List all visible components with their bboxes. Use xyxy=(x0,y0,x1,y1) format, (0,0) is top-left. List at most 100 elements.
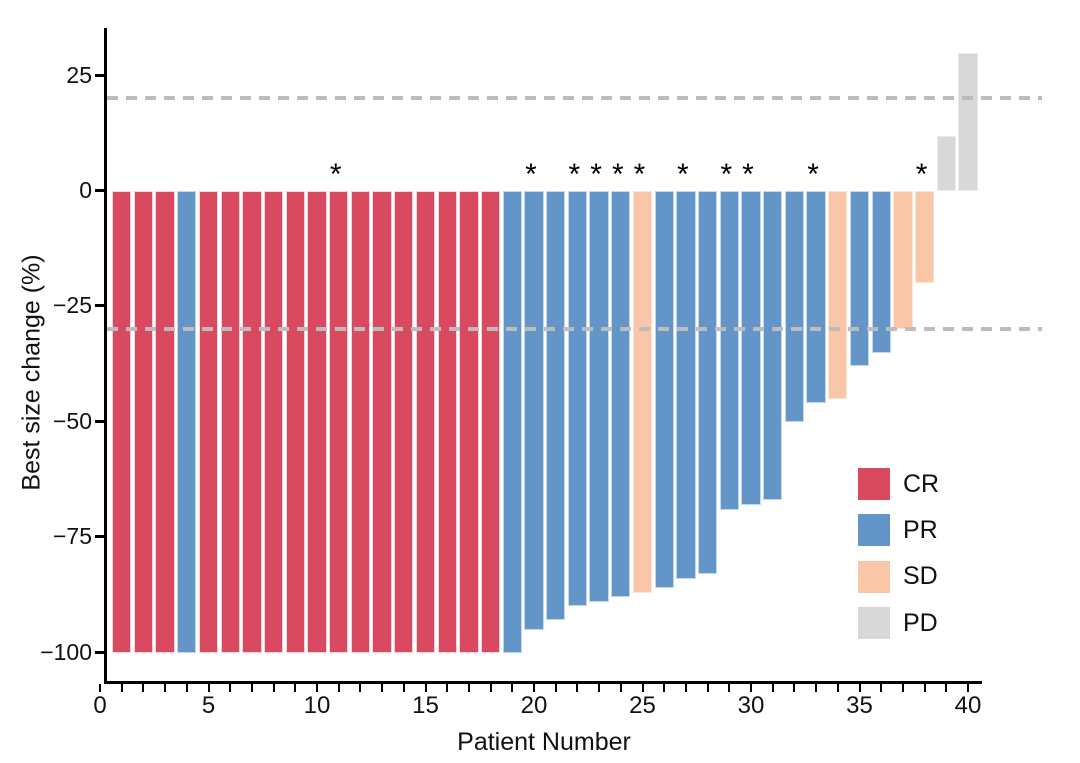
x-tick-15 xyxy=(424,684,427,692)
x-tick-39 xyxy=(945,684,948,692)
bar-patient-4 xyxy=(177,191,197,653)
legend-item-sd: SD xyxy=(858,560,938,593)
bar-patient-40 xyxy=(958,52,978,191)
bar-patient-24 xyxy=(611,191,631,598)
x-tick-0 xyxy=(99,684,101,692)
y-tick-label--25: −25 xyxy=(52,292,92,319)
x-tick-13 xyxy=(381,684,384,692)
y-tick-label-0: 0 xyxy=(79,177,92,203)
bar-patient-16 xyxy=(437,191,457,653)
legend-item-cr: CR xyxy=(858,468,939,500)
y-tick--100 xyxy=(95,650,104,654)
y-tick-label--50: −50 xyxy=(52,407,92,434)
x-tick-40 xyxy=(967,684,969,692)
legend-label-cr: CR xyxy=(903,469,940,498)
asterisk-marker-patient-38: * xyxy=(915,158,928,191)
bar-patient-1 xyxy=(112,191,132,653)
reference-line-plus20 xyxy=(107,96,1042,101)
x-tick-32 xyxy=(793,684,796,692)
bar-patient-27 xyxy=(676,191,696,579)
x-axis-title: Patient Number xyxy=(457,728,631,756)
bar-patient-32 xyxy=(784,191,805,422)
bar-patient-26 xyxy=(654,191,674,588)
legend-item-pr: PR xyxy=(858,514,938,547)
bar-patient-14 xyxy=(394,191,414,653)
y-tick--25 xyxy=(95,304,104,308)
legend-swatch-pr xyxy=(858,514,890,547)
asterisk-marker-patient-20: * xyxy=(525,158,537,191)
y-axis-line xyxy=(104,28,107,684)
bar-patient-39 xyxy=(936,135,956,191)
x-tick-14 xyxy=(402,684,405,692)
x-tick-35 xyxy=(858,684,861,692)
x-tick-16 xyxy=(446,684,449,692)
x-tick-30 xyxy=(750,684,752,692)
bar-patient-34 xyxy=(828,191,848,399)
y-tick-25 xyxy=(95,73,104,77)
asterisk-marker-patient-23: * xyxy=(590,158,602,191)
x-tick-8 xyxy=(272,684,275,692)
bar-patient-9 xyxy=(285,191,305,653)
bar-patient-13 xyxy=(372,191,392,653)
y-tick-label--100: −100 xyxy=(40,638,92,665)
x-tick-6 xyxy=(229,684,232,692)
x-tick-38 xyxy=(923,684,926,692)
x-tick-24 xyxy=(619,684,622,692)
x-tick-26 xyxy=(663,684,666,692)
x-tick-36 xyxy=(880,684,883,692)
bar-patient-11 xyxy=(329,191,349,653)
x-tick-10 xyxy=(316,684,318,692)
x-tick-label-10: 10 xyxy=(303,692,331,719)
x-tick-20 xyxy=(533,684,535,692)
x-tick-label-5: 5 xyxy=(201,692,216,719)
legend-label-sd: SD xyxy=(903,562,938,591)
bar-patient-8 xyxy=(263,191,284,653)
x-tick-27 xyxy=(684,684,687,692)
x-tick-23 xyxy=(598,684,601,692)
x-tick-1 xyxy=(120,684,123,692)
x-tick-11 xyxy=(337,684,340,692)
bar-patient-25 xyxy=(632,191,653,593)
x-tick-21 xyxy=(554,684,557,692)
legend-label-pd: PD xyxy=(903,608,938,637)
x-tick-22 xyxy=(576,684,579,692)
asterisk-marker-patient-11: * xyxy=(329,158,342,191)
x-tick-label-0: 0 xyxy=(93,692,107,719)
x-tick-31 xyxy=(771,684,774,692)
asterisk-marker-patient-24: * xyxy=(611,158,624,191)
x-tick-37 xyxy=(901,684,904,692)
bar-patient-37 xyxy=(893,191,913,330)
reference-line-minus30 xyxy=(107,326,1042,331)
asterisk-marker-patient-30: * xyxy=(742,158,754,191)
bar-patient-3 xyxy=(155,191,175,653)
bar-patient-17 xyxy=(459,191,479,653)
bar-patient-6 xyxy=(220,191,240,653)
x-tick-label-40: 40 xyxy=(954,692,982,719)
bar-patient-28 xyxy=(697,191,718,575)
legend-label-pr: PR xyxy=(903,515,938,544)
x-tick-2 xyxy=(142,684,145,692)
x-tick-label-30: 30 xyxy=(737,692,765,719)
y-tick-0 xyxy=(95,189,104,192)
x-tick-17 xyxy=(467,684,470,692)
y-axis-title: Best size change (%) xyxy=(17,254,46,491)
bar-patient-38 xyxy=(914,191,935,284)
asterisk-marker-patient-33: * xyxy=(807,158,819,191)
bar-patient-30 xyxy=(741,191,761,505)
y-tick-label--75: −75 xyxy=(52,523,92,550)
x-axis-line xyxy=(104,681,982,684)
x-tick-28 xyxy=(706,684,709,692)
x-tick-12 xyxy=(359,684,362,692)
bar-patient-12 xyxy=(350,191,371,653)
legend-swatch-pd xyxy=(858,607,890,640)
x-tick-25 xyxy=(641,684,644,692)
bar-patient-36 xyxy=(871,191,891,353)
bar-patient-23 xyxy=(589,191,609,602)
x-tick-9 xyxy=(294,684,297,692)
x-tick-29 xyxy=(728,684,731,692)
x-tick-3 xyxy=(164,684,167,692)
bar-patient-29 xyxy=(719,191,739,510)
bar-patient-33 xyxy=(806,191,826,404)
x-tick-label-15: 15 xyxy=(412,692,439,719)
